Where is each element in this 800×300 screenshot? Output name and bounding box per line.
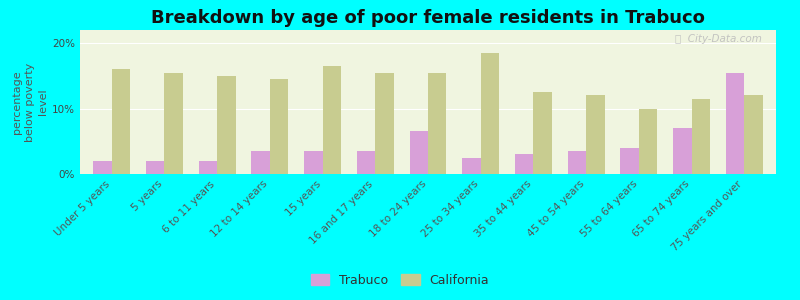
Text: ⓘ  City-Data.com: ⓘ City-Data.com: [675, 34, 762, 44]
Bar: [270, 79, 288, 174]
Bar: [251, 151, 270, 174]
Bar: [621, 148, 639, 174]
Bar: [692, 99, 710, 174]
Bar: [428, 73, 446, 174]
Bar: [462, 158, 481, 174]
Bar: [304, 151, 322, 174]
Bar: [112, 69, 130, 174]
Bar: [534, 92, 552, 174]
Bar: [322, 66, 341, 174]
Bar: [673, 128, 692, 174]
Bar: [164, 73, 183, 174]
Y-axis label: percentage
below poverty
level: percentage below poverty level: [11, 62, 48, 142]
Bar: [410, 131, 428, 174]
Bar: [198, 161, 217, 174]
Bar: [726, 73, 744, 174]
Bar: [639, 109, 658, 174]
Bar: [375, 73, 394, 174]
Bar: [568, 151, 586, 174]
Bar: [744, 95, 763, 174]
Bar: [357, 151, 375, 174]
Legend: Trabuco, California: Trabuco, California: [307, 270, 493, 291]
Bar: [586, 95, 605, 174]
Bar: [481, 53, 499, 174]
Bar: [93, 161, 112, 174]
Bar: [146, 161, 164, 174]
Title: Breakdown by age of poor female residents in Trabuco: Breakdown by age of poor female resident…: [151, 9, 705, 27]
Bar: [515, 154, 534, 174]
Bar: [217, 76, 235, 174]
